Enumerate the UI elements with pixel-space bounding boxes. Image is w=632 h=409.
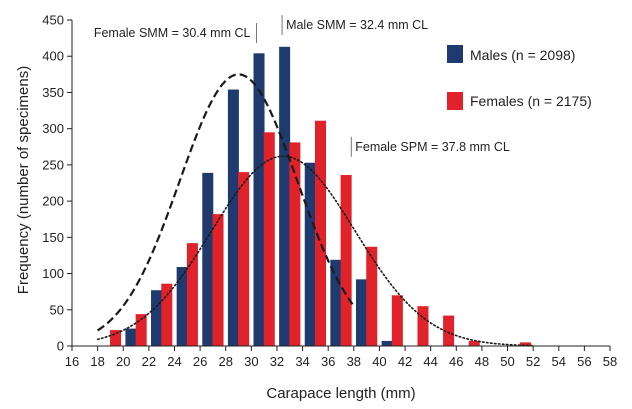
y-ticks: 0 50 100 150 200 250 300 350 400 450 [42,13,72,354]
male-bar [125,328,137,346]
female-bar [212,214,224,346]
male-bar [279,46,291,346]
x-tick-label: 26 [193,354,207,369]
female-bar [110,330,122,346]
x-tick-label: 52 [526,354,540,369]
annotation-label: Female SPM = 37.8 mm CL [355,140,510,154]
bars [110,46,531,347]
female-bar [468,340,480,346]
female-bar [340,175,352,346]
female-bar [314,120,327,346]
female-bar [519,342,531,346]
x-tick-label: 46 [449,354,463,369]
male-bar [330,259,342,346]
x-tick-label: 50 [500,354,514,369]
y-tick-label: 350 [42,85,64,100]
x-tick-label: 58 [603,354,617,369]
x-tick-label: 48 [475,354,489,369]
x-tick-label: 56 [577,354,591,369]
male-bar [381,340,393,346]
x-tick-label: 34 [295,354,309,369]
male-bar [253,53,265,347]
x-tick-label: 28 [218,354,232,369]
annotation-label: Male SMM = 32.4 mm CL [286,18,428,32]
legend-swatch-males [447,45,463,63]
y-tick-label: 450 [42,13,64,28]
female-bar [366,246,378,346]
female-bar [289,142,301,346]
y-tick-label: 150 [42,230,64,245]
female-bar [417,306,429,346]
y-tick-label: 400 [42,49,64,64]
x-tick-label: 36 [321,354,335,369]
y-tick-label: 100 [42,266,64,281]
male-bar [355,279,368,346]
annotations: Female SMM = 30.4 mm CL Male SMM = 32.4 m… [94,15,510,157]
females-fit-curve [96,155,534,347]
female-bar [263,132,275,346]
male-bar [176,267,188,346]
x-tick-label: 54 [552,354,566,369]
x-tick-label: 24 [167,354,181,369]
x-tick-label: 16 [65,354,79,369]
x-tick-label: 38 [347,354,361,369]
y-tick-label: 200 [42,194,64,209]
male-bar [227,89,239,347]
legend-label-males: Males (n = 2098) [470,47,575,63]
x-tick-label: 32 [270,354,284,369]
x-tick-label: 30 [244,354,258,369]
annotation-label: Female SMM = 30.4 mm CL [94,26,251,40]
y-tick-label: 300 [42,121,64,136]
x-tick-label: 18 [90,354,104,369]
y-tick-label: 250 [42,157,64,172]
x-tick-label: 22 [142,354,156,369]
x-tick-label: 40 [372,354,386,369]
female-bar [186,243,198,346]
legend: Males (n = 2098) Females (n = 2175) [447,45,592,110]
x-ticks: 16 18 20 22 24 26 28 30 32 34 36 38 40 42 44 46 48 50 52 54… [65,346,617,369]
x-tick-label: 20 [116,354,130,369]
y-tick-label: 50 [50,302,64,317]
y-tick-label: 0 [57,339,64,354]
male-bar [202,172,214,346]
female-bar [238,172,250,346]
x-axis-title: Carapace length (mm) [266,385,415,402]
female-bar [135,314,147,346]
x-tick-label: 42 [398,354,412,369]
male-bar [151,290,163,346]
female-bar [391,295,403,346]
x-tick-label: 44 [423,354,437,369]
male-bar [304,162,316,346]
y-axis-title: Frequency (number of specimens) [15,66,32,294]
fit-curves [96,73,534,347]
female-bar [443,315,455,346]
legend-label-females: Females (n = 2175) [470,93,592,109]
female-bar [161,283,173,346]
legend-swatch-females [447,92,463,110]
